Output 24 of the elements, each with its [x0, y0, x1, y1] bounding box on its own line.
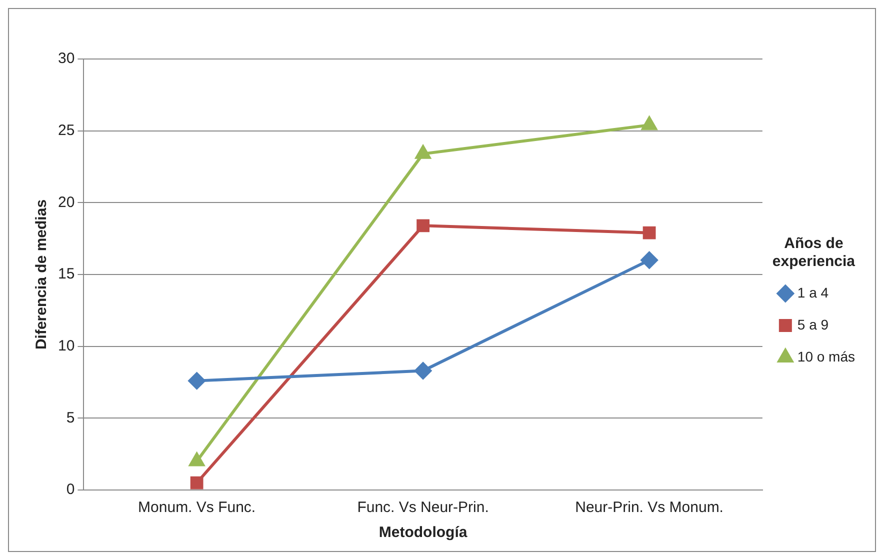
point [416, 219, 430, 232]
y-tick-label: 20 [58, 194, 75, 211]
legend-label: 5 a 9 [797, 316, 829, 332]
y-tick-label: 15 [58, 266, 75, 283]
x-tick-label: Func. Vs Neur-Prin. [357, 499, 489, 516]
legend-label: 1 a 4 [797, 284, 829, 300]
point [642, 226, 656, 240]
y-tick-label: 10 [58, 337, 75, 354]
x-tick-label: Monum. Vs Func. [138, 499, 256, 516]
point [188, 372, 206, 390]
legend-title: Años de experiencia [772, 235, 856, 270]
point [414, 362, 432, 380]
point [190, 476, 204, 490]
y-tick-label: 30 [58, 50, 75, 68]
y-axis-title: Diferencia de medias [33, 199, 50, 350]
point [640, 252, 658, 269]
x-tick-label: Neur-Prin. Vs Monum. [575, 499, 724, 516]
point [642, 116, 657, 130]
point [415, 145, 431, 159]
legend-label: 10 o más [797, 348, 856, 364]
y-tick-label: 0 [66, 481, 75, 498]
y-tick-label: 25 [58, 122, 75, 139]
x-axis-title: Metodología [378, 524, 468, 542]
y-tick-label: 5 [66, 409, 75, 426]
